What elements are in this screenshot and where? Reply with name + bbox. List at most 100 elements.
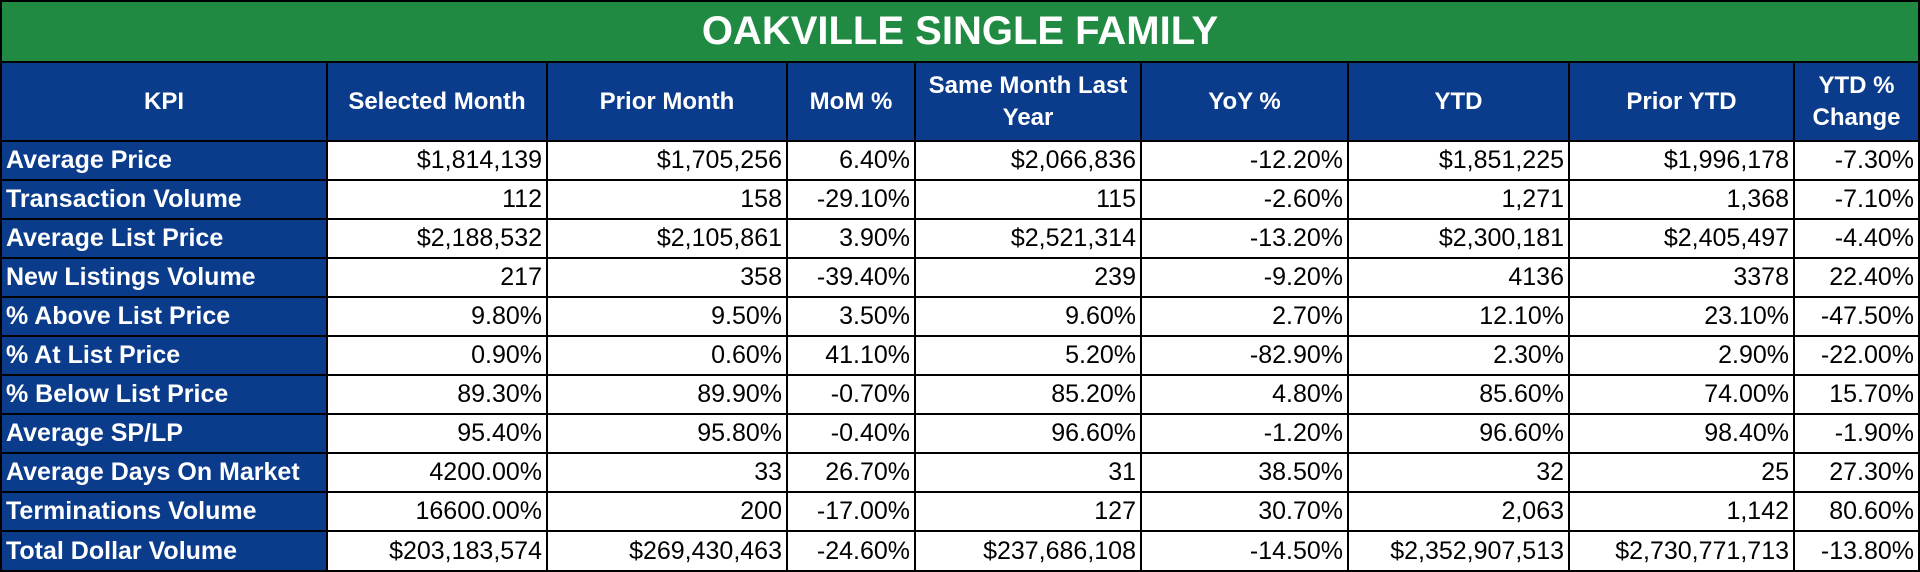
column-header-prior-ytd: Prior YTD (1568, 63, 1795, 142)
table-cell: 3.50% (786, 296, 916, 337)
table-row: Average Days On Market 4200.00% 33 26.70% 31… (2, 452, 1918, 493)
table-cell: 33 (546, 452, 788, 493)
table-cell: 9.80% (326, 296, 548, 337)
table-cell: 30.70% (1140, 491, 1349, 532)
table-cell: -13.20% (1140, 218, 1349, 259)
table-cell: -39.40% (786, 257, 916, 298)
table-cell: $2,066,836 (914, 140, 1142, 181)
table-cell: $2,105,861 (546, 218, 788, 259)
table-cell: 23.10% (1568, 296, 1795, 337)
table-body: Average Price $1,814,139 $1,705,256 6.40% $2… (2, 140, 1918, 570)
table-cell: -1.90% (1793, 413, 1918, 454)
table-cell: $1,851,225 (1347, 140, 1570, 181)
table-cell: 239 (914, 257, 1142, 298)
table-cell: 4200.00% (326, 452, 548, 493)
table-cell: 12.10% (1347, 296, 1570, 337)
table-cell: -22.00% (1793, 335, 1918, 376)
table-cell: 0.90% (326, 335, 548, 376)
table-cell: 89.90% (546, 374, 788, 415)
column-header-mom-pct: MoM % (786, 63, 916, 142)
table-cell: -29.10% (786, 179, 916, 220)
table-cell: -4.40% (1793, 218, 1918, 259)
column-header-prior-month: Prior Month (546, 63, 788, 142)
table-cell: 217 (326, 257, 548, 298)
table-cell: 358 (546, 257, 788, 298)
table-cell: -13.80% (1793, 530, 1918, 570)
kpi-label-cell: Transaction Volume (2, 179, 328, 220)
table-cell: $2,521,314 (914, 218, 1142, 259)
table-cell: 158 (546, 179, 788, 220)
table-cell: 1,368 (1568, 179, 1795, 220)
kpi-label-cell: Total Dollar Volume (2, 530, 328, 570)
table-cell: -47.50% (1793, 296, 1918, 337)
table-cell: 31 (914, 452, 1142, 493)
column-header-selected-month: Selected Month (326, 63, 548, 142)
table-cell: 115 (914, 179, 1142, 220)
table-cell: 96.60% (1347, 413, 1570, 454)
table-cell: 6.40% (786, 140, 916, 181)
sheet-title: OAKVILLE SINGLE FAMILY (2, 2, 1918, 63)
table-cell: 9.50% (546, 296, 788, 337)
kpi-table: KPI Selected Month Prior Month MoM % Sam… (2, 63, 1918, 570)
kpi-label-cell: New Listings Volume (2, 257, 328, 298)
column-header-kpi: KPI (2, 63, 328, 142)
table-cell: $2,405,497 (1568, 218, 1795, 259)
table-cell: 41.10% (786, 335, 916, 376)
column-header-same-month-last-year: Same Month Last Year (914, 63, 1142, 142)
table-cell: 2.90% (1568, 335, 1795, 376)
table-row: % Above List Price 9.80% 9.50% 3.50% 9.60% 2.… (2, 296, 1918, 337)
table-cell: -17.00% (786, 491, 916, 532)
table-cell: 22.40% (1793, 257, 1918, 298)
table-cell: -24.60% (786, 530, 916, 570)
table-row: % At List Price 0.90% 0.60% 41.10% 5.20% -82.… (2, 335, 1918, 376)
kpi-label-cell: Terminations Volume (2, 491, 328, 532)
table-cell: -12.20% (1140, 140, 1349, 181)
table-cell: 127 (914, 491, 1142, 532)
table-cell: 4.80% (1140, 374, 1349, 415)
table-cell: 74.00% (1568, 374, 1795, 415)
table-cell: $237,686,108 (914, 530, 1142, 570)
table-cell: 85.60% (1347, 374, 1570, 415)
table-cell: 200 (546, 491, 788, 532)
table-cell: 2.30% (1347, 335, 1570, 376)
table-cell: $2,188,532 (326, 218, 548, 259)
table-cell: 95.80% (546, 413, 788, 454)
table-cell: $1,996,178 (1568, 140, 1795, 181)
table-cell: -7.10% (1793, 179, 1918, 220)
table-cell: 0.60% (546, 335, 788, 376)
table-row: Average SP/LP 95.40% 95.80% -0.40% 96.60% -1.… (2, 413, 1918, 454)
kpi-label-cell: % Above List Price (2, 296, 328, 337)
table-cell: 38.50% (1140, 452, 1349, 493)
table-cell: $2,730,771,713 (1568, 530, 1795, 570)
table-cell: 5.20% (914, 335, 1142, 376)
table-cell: 96.60% (914, 413, 1142, 454)
table-cell: 112 (326, 179, 548, 220)
table-cell: -9.20% (1140, 257, 1349, 298)
kpi-label-cell: Average Days On Market (2, 452, 328, 493)
table-cell: 95.40% (326, 413, 548, 454)
table-cell: $2,300,181 (1347, 218, 1570, 259)
table-cell: $2,352,907,513 (1347, 530, 1570, 570)
table-cell: 89.30% (326, 374, 548, 415)
table-row: % Below List Price 89.30% 89.90% -0.70% 85.2… (2, 374, 1918, 415)
table-cell: 2,063 (1347, 491, 1570, 532)
table-cell: $1,814,139 (326, 140, 548, 181)
table-cell: 1,271 (1347, 179, 1570, 220)
table-cell: 3378 (1568, 257, 1795, 298)
column-header-yoy-pct: YoY % (1140, 63, 1349, 142)
kpi-label-cell: % At List Price (2, 335, 328, 376)
table-cell: 3.90% (786, 218, 916, 259)
table-cell: 85.20% (914, 374, 1142, 415)
table-cell: -1.20% (1140, 413, 1349, 454)
table-cell: 4136 (1347, 257, 1570, 298)
table-cell: -0.40% (786, 413, 916, 454)
table-cell: -14.50% (1140, 530, 1349, 570)
table-row: Average Price $1,814,139 $1,705,256 6.40% $2… (2, 140, 1918, 181)
table-row: Average List Price $2,188,532 $2,105,861 3.… (2, 218, 1918, 259)
kpi-label-cell: Average SP/LP (2, 413, 328, 454)
table-cell: 27.30% (1793, 452, 1918, 493)
table-row: Total Dollar Volume $203,183,574 $269,430,… (2, 530, 1918, 570)
table-cell: 2.70% (1140, 296, 1349, 337)
table-row: Terminations Volume 16600.00% 200 -17.00% 12… (2, 491, 1918, 532)
table-cell: 15.70% (1793, 374, 1918, 415)
